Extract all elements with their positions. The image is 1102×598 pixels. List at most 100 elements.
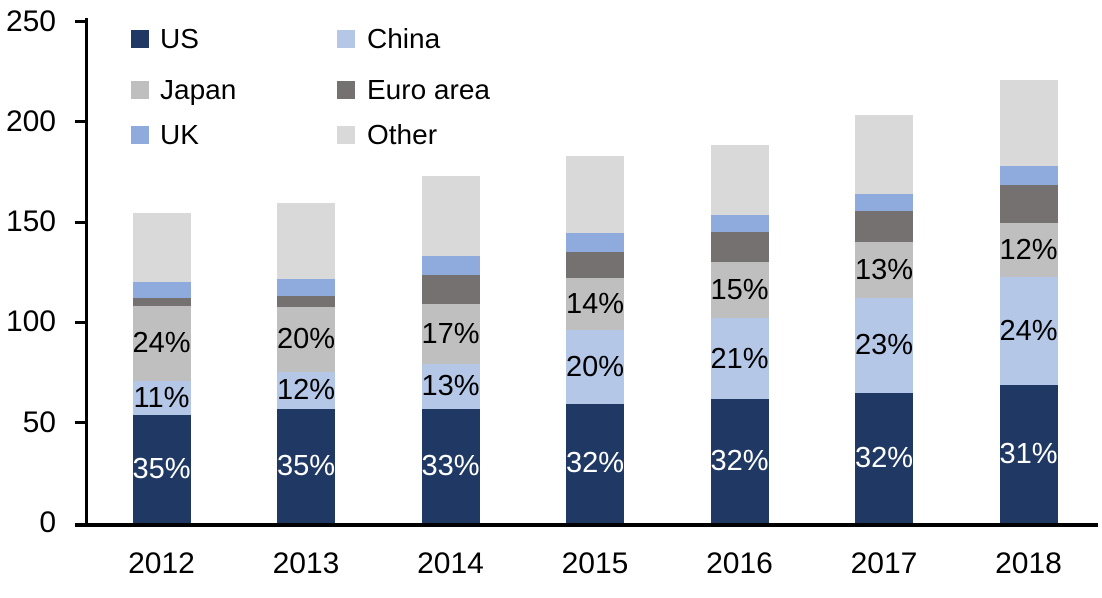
bar-label-japan-2014: 17% <box>421 317 480 350</box>
bar-segment-uk-2017 <box>855 194 913 212</box>
bar-segment-euro-area-2016 <box>710 232 769 263</box>
legend-swatch-uk <box>131 126 149 144</box>
bar-segment-uk-2018 <box>999 165 1058 185</box>
bar-label-china-2015: 20% <box>565 351 625 384</box>
bar-label-china-2013: 12% <box>276 374 336 407</box>
bar-label-us-2012: 35% <box>132 452 191 485</box>
bar-segment-uk-2013 <box>277 279 335 297</box>
bar-2013: 35% 12% 20% <box>277 0 335 523</box>
bar-2018: 31% 24% 12% <box>999 0 1058 523</box>
legend-swatch-other <box>337 126 355 144</box>
bar-segment-us-2018 <box>999 384 1058 523</box>
bar-segment-other-2012 <box>132 213 191 283</box>
legend-label-other: Other <box>367 119 438 150</box>
bar-segment-us-2015 <box>566 403 624 523</box>
bar-segment-china-2018 <box>999 277 1058 385</box>
x-tick-label-2013: 2013 <box>272 547 340 580</box>
bar-label-china-2014: 13% <box>421 370 480 403</box>
bar-label-china-2017: 23% <box>854 329 914 362</box>
bar-segment-us-2012 <box>132 414 191 523</box>
bar-label-china-2016: 21% <box>710 342 769 375</box>
bar-segment-other-2013 <box>277 203 335 280</box>
y-tick-label-100: 100 <box>5 305 56 339</box>
bar-2017: 32% 23% 13% <box>855 0 913 523</box>
bar-segment-japan-2017 <box>855 242 913 299</box>
bar-label-japan-2013: 20% <box>276 323 336 356</box>
bar-label-us-2018: 31% <box>999 437 1058 470</box>
bar-2014: 33% 13% 17% <box>421 0 480 523</box>
y-tick-label-150: 150 <box>5 205 56 239</box>
bar-segment-japan-2013 <box>277 307 335 372</box>
bar-segment-other-2014 <box>421 175 480 257</box>
bar-segment-other-2018 <box>999 79 1058 166</box>
y-tick-label-0: 0 <box>39 506 56 539</box>
x-tick-label-2015: 2015 <box>561 547 629 580</box>
y-axis-line <box>85 18 88 527</box>
bar-2015: 32% 20% 14% <box>566 0 624 523</box>
bar-segment-us-2014 <box>421 408 480 523</box>
legend-swatch-japan <box>131 81 149 99</box>
x-tick-label-2017: 2017 <box>850 547 918 580</box>
bar-segment-japan-2015 <box>566 278 624 331</box>
legend-label-us: US <box>160 23 199 54</box>
bar-label-us-2015: 32% <box>565 447 625 480</box>
bar-segment-japan-2018 <box>999 223 1058 278</box>
x-tick-label-2014: 2014 <box>417 547 484 580</box>
legend-label-china: China <box>367 23 441 54</box>
bar-label-japan-2015: 14% <box>565 288 625 321</box>
bar-segment-euro-area-2014 <box>421 275 480 305</box>
bar-segment-uk-2012 <box>132 282 191 299</box>
bar-segment-china-2012 <box>132 380 191 415</box>
legend-label-japan: Japan <box>160 74 237 105</box>
legend-label-euro-area: Euro area <box>367 74 490 105</box>
bar-segment-euro-area-2015 <box>566 252 624 279</box>
bar-segment-japan-2014 <box>421 304 480 364</box>
y-tick-mark-150 <box>75 220 88 224</box>
bar-2012: 35% 11% 24% <box>132 0 191 523</box>
bar-segment-us-2017 <box>855 392 913 523</box>
y-tick-label-50: 50 <box>22 405 56 439</box>
bar-label-japan-2018: 12% <box>999 234 1058 267</box>
bar-label-japan-2017: 13% <box>854 254 914 287</box>
bar-segment-other-2016 <box>710 144 769 216</box>
bar-label-us-2016: 32% <box>710 444 769 477</box>
bar-segment-china-2017 <box>855 298 913 393</box>
x-axis-line <box>75 523 1098 527</box>
bar-segment-other-2017 <box>855 114 913 194</box>
bar-segment-uk-2015 <box>566 233 624 253</box>
bar-label-us-2014: 33% <box>421 449 480 482</box>
bar-segment-uk-2016 <box>710 215 769 233</box>
y-tick-label-200: 200 <box>5 104 56 138</box>
x-tick-label-2016: 2016 <box>706 547 773 580</box>
bar-segment-china-2014 <box>421 363 480 409</box>
bar-label-us-2013: 35% <box>276 449 336 482</box>
bar-segment-uk-2014 <box>421 256 480 276</box>
bar-segment-euro-area-2018 <box>999 184 1058 224</box>
y-tick-mark-100 <box>75 320 88 324</box>
y-tick-mark-250 <box>75 20 88 23</box>
bar-segment-other-2015 <box>566 155 624 234</box>
bar-segment-us-2013 <box>277 408 335 523</box>
bar-2016: 32% 21% 15% <box>710 0 769 523</box>
x-tick-label-2012: 2012 <box>128 547 195 580</box>
y-tick-mark-50 <box>75 421 88 425</box>
y-tick-mark-200 <box>75 120 88 124</box>
bar-label-china-2012: 11% <box>133 381 190 414</box>
bar-segment-china-2016 <box>710 318 769 399</box>
bar-segment-china-2015 <box>566 330 624 404</box>
legend-swatch-euro-area <box>337 81 355 99</box>
bar-segment-euro-area-2017 <box>855 211 913 243</box>
legend-swatch-china <box>337 30 355 48</box>
bar-segment-japan-2012 <box>132 306 191 381</box>
bar-segment-euro-area-2012 <box>132 298 191 307</box>
bar-segment-china-2013 <box>277 371 335 409</box>
legend-label-uk: UK <box>160 119 199 150</box>
bar-label-china-2018: 24% <box>999 314 1058 347</box>
bar-label-japan-2012: 24% <box>132 327 191 360</box>
bar-segment-japan-2016 <box>710 262 769 319</box>
y-tick-label-250: 250 <box>5 4 56 38</box>
bar-segment-euro-area-2013 <box>277 296 335 308</box>
bar-label-us-2017: 32% <box>854 441 914 474</box>
x-tick-label-2018: 2018 <box>995 547 1062 580</box>
